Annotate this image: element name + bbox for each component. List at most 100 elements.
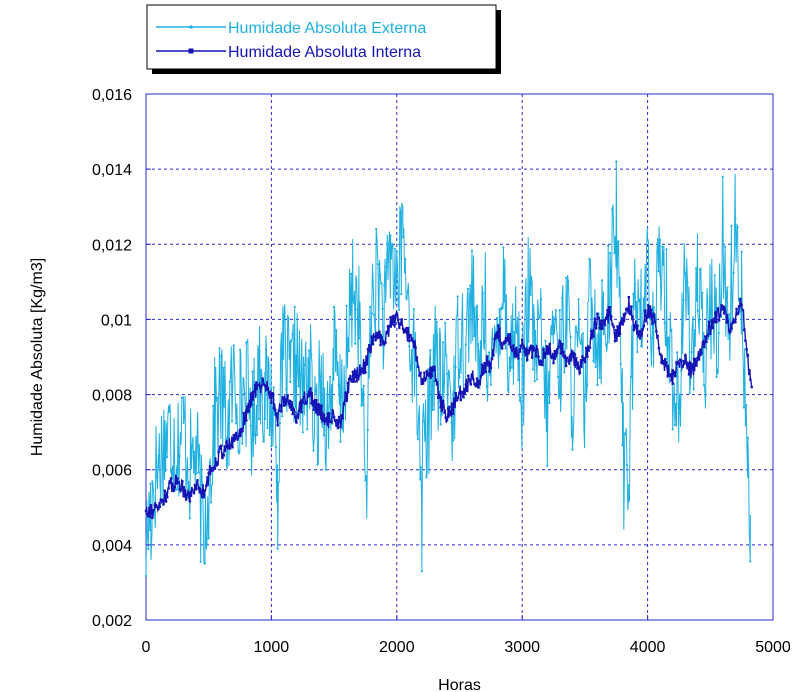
point-interna xyxy=(533,348,536,351)
point-interna xyxy=(480,363,484,366)
point-interna xyxy=(527,349,530,352)
point-externa xyxy=(557,375,560,378)
point-externa xyxy=(646,239,649,242)
point-externa xyxy=(232,344,235,347)
point-externa xyxy=(212,404,215,407)
point-externa xyxy=(325,468,328,471)
point-externa xyxy=(335,329,338,332)
point-interna xyxy=(169,477,173,480)
point-interna xyxy=(330,421,333,424)
point-interna xyxy=(292,408,296,411)
point-externa xyxy=(381,307,384,310)
point-externa xyxy=(529,293,532,296)
point-interna xyxy=(467,374,470,377)
point-externa xyxy=(598,376,601,379)
point-externa xyxy=(333,305,336,308)
point-externa xyxy=(602,332,605,335)
point-externa xyxy=(498,308,501,311)
point-interna xyxy=(286,394,289,397)
point-externa xyxy=(155,475,158,479)
point-interna xyxy=(252,390,255,393)
point-interna xyxy=(479,375,482,378)
point-interna xyxy=(650,308,653,311)
point-externa xyxy=(207,537,210,540)
point-interna xyxy=(536,347,539,351)
point-interna xyxy=(232,433,235,437)
point-externa xyxy=(345,304,348,307)
point-interna xyxy=(146,513,149,516)
point-interna xyxy=(156,505,159,509)
plot-frame xyxy=(145,93,774,621)
point-interna xyxy=(647,315,651,319)
point-interna xyxy=(411,340,415,343)
point-interna xyxy=(557,345,560,349)
point-interna xyxy=(658,353,662,356)
point-interna xyxy=(541,363,544,367)
point-interna xyxy=(454,392,457,395)
x-tick-label: 5000 xyxy=(755,639,791,656)
point-externa xyxy=(680,369,683,372)
x-tick-label: 1000 xyxy=(254,639,290,656)
point-externa xyxy=(445,372,449,375)
point-interna xyxy=(588,346,592,349)
point-interna xyxy=(687,373,691,376)
point-interna xyxy=(734,321,737,324)
point-interna xyxy=(490,357,494,361)
point-interna xyxy=(566,356,569,359)
point-interna xyxy=(282,404,286,407)
point-interna xyxy=(538,363,541,366)
point-externa xyxy=(544,339,547,342)
point-externa xyxy=(479,340,482,343)
point-interna xyxy=(448,405,451,408)
point-externa xyxy=(696,309,699,312)
point-externa xyxy=(638,298,641,301)
point-externa xyxy=(307,349,311,352)
point-interna xyxy=(157,507,160,510)
point-externa xyxy=(607,244,610,247)
point-interna xyxy=(368,344,371,347)
point-externa xyxy=(404,257,407,260)
point-interna xyxy=(418,374,421,377)
point-externa xyxy=(728,313,731,316)
point-interna xyxy=(672,372,676,375)
point-interna xyxy=(592,335,595,338)
point-externa xyxy=(485,385,488,388)
point-interna xyxy=(492,353,495,357)
point-externa xyxy=(358,337,361,340)
point-interna xyxy=(216,462,219,465)
point-interna xyxy=(549,355,553,358)
point-interna xyxy=(159,498,163,501)
point-externa xyxy=(651,337,654,340)
point-externa xyxy=(287,317,290,320)
point-interna xyxy=(279,404,282,407)
point-interna xyxy=(438,394,441,397)
point-interna xyxy=(598,327,602,330)
point-interna xyxy=(528,346,531,349)
legend-label-interna: Humidade Absoluta Interna xyxy=(228,44,421,61)
point-interna xyxy=(227,445,230,448)
point-externa xyxy=(195,472,198,475)
point-interna xyxy=(203,489,207,492)
point-interna xyxy=(697,358,701,361)
point-interna xyxy=(615,328,618,332)
point-interna xyxy=(398,326,401,329)
point-externa xyxy=(216,396,219,399)
point-interna xyxy=(655,330,658,333)
point-interna xyxy=(162,502,165,506)
point-interna xyxy=(342,403,346,406)
point-externa xyxy=(527,340,530,343)
point-interna xyxy=(716,307,719,310)
point-externa xyxy=(268,433,271,437)
point-interna xyxy=(562,350,565,354)
point-interna xyxy=(719,314,722,317)
point-interna xyxy=(353,380,356,383)
point-interna xyxy=(198,489,202,493)
point-interna xyxy=(237,434,240,437)
point-interna xyxy=(435,383,439,386)
point-interna xyxy=(256,383,259,387)
point-interna xyxy=(445,418,449,422)
point-interna xyxy=(300,410,303,414)
point-externa xyxy=(303,363,307,366)
point-interna xyxy=(433,366,436,369)
point-interna xyxy=(266,387,269,391)
